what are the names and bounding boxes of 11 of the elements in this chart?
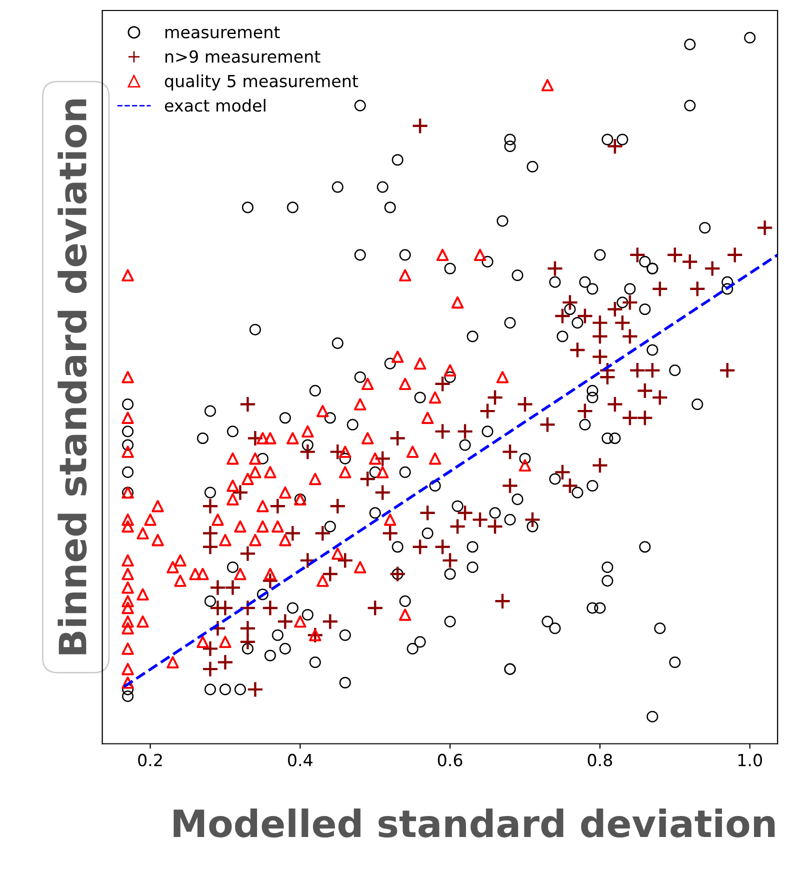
x-tick-label: 1.0 (738, 754, 762, 766)
x-tick-label: 0.2 (138, 754, 162, 766)
y-axis-title: Binned standard deviation (58, 100, 87, 654)
x-tick-label: 0.6 (438, 754, 462, 766)
x-tick-label: 0.8 (588, 754, 612, 766)
x-axis-title: Modelled standard deviation (174, 808, 775, 838)
x-tick-label: 0.4 (288, 754, 312, 766)
legend-label: exact model (164, 98, 266, 112)
legend-label: n>9 measurement (165, 50, 320, 63)
legend-label: measurement (165, 26, 280, 38)
legend-label: quality 5 measurement (164, 74, 358, 91)
